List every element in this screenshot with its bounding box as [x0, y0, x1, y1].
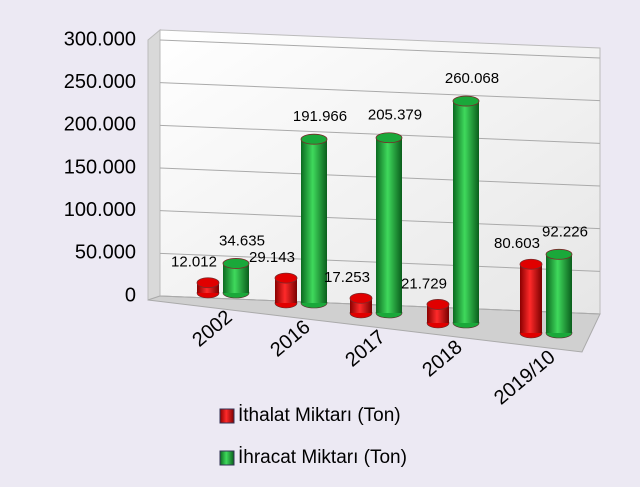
value-label: 29.143 — [249, 249, 295, 266]
legend-label: İhracat Miktarı (Ton) — [238, 447, 407, 468]
x-tick-label: 2002 — [188, 306, 236, 351]
value-label: 191.966 — [293, 108, 347, 125]
bar-top — [452, 95, 480, 107]
value-label: 12.012 — [171, 254, 217, 271]
legend-swatch — [219, 408, 235, 424]
x-tick-label: 2016 — [266, 316, 314, 361]
bar-top — [519, 258, 543, 270]
value-label: 260.068 — [445, 70, 499, 87]
x-tick-label: 2017 — [341, 326, 389, 371]
value-label: 21.729 — [401, 275, 447, 292]
bar — [376, 137, 402, 313]
bar — [275, 278, 297, 303]
value-label: 17.253 — [324, 269, 370, 286]
bar — [301, 139, 327, 303]
grid-line — [159, 39, 601, 59]
value-label: 92.226 — [542, 223, 588, 240]
bar-top — [349, 292, 373, 304]
bar-top — [196, 277, 220, 289]
legend-label: İthalat Miktarı (Ton) — [238, 405, 401, 426]
bar-top — [375, 132, 403, 144]
y-tick-label: 0 — [125, 284, 136, 306]
value-label: 80.603 — [494, 235, 540, 252]
value-label: 205.379 — [368, 107, 422, 124]
y-tick-label: 150.000 — [64, 156, 136, 178]
value-label: 34.635 — [219, 232, 265, 249]
bar-top — [426, 299, 450, 310]
bar-top — [222, 258, 250, 269]
y-tick-label: 250.000 — [64, 71, 136, 93]
bar — [520, 264, 542, 333]
bar-top — [300, 133, 328, 145]
grid-line — [159, 82, 601, 102]
y-tick-label: 100.000 — [64, 199, 136, 221]
bar — [546, 254, 572, 333]
bar — [453, 101, 479, 323]
x-tick-label: 2018 — [418, 336, 466, 381]
bar-top — [545, 248, 573, 260]
bar-top — [274, 272, 298, 284]
x-tick-label: 2019/10 — [490, 346, 560, 409]
legend-swatch — [219, 450, 235, 466]
side-wall — [147, 28, 161, 301]
y-tick-label: 50.000 — [75, 242, 136, 264]
y-tick-label: 300.000 — [64, 28, 136, 50]
y-tick-label: 200.000 — [64, 114, 136, 136]
